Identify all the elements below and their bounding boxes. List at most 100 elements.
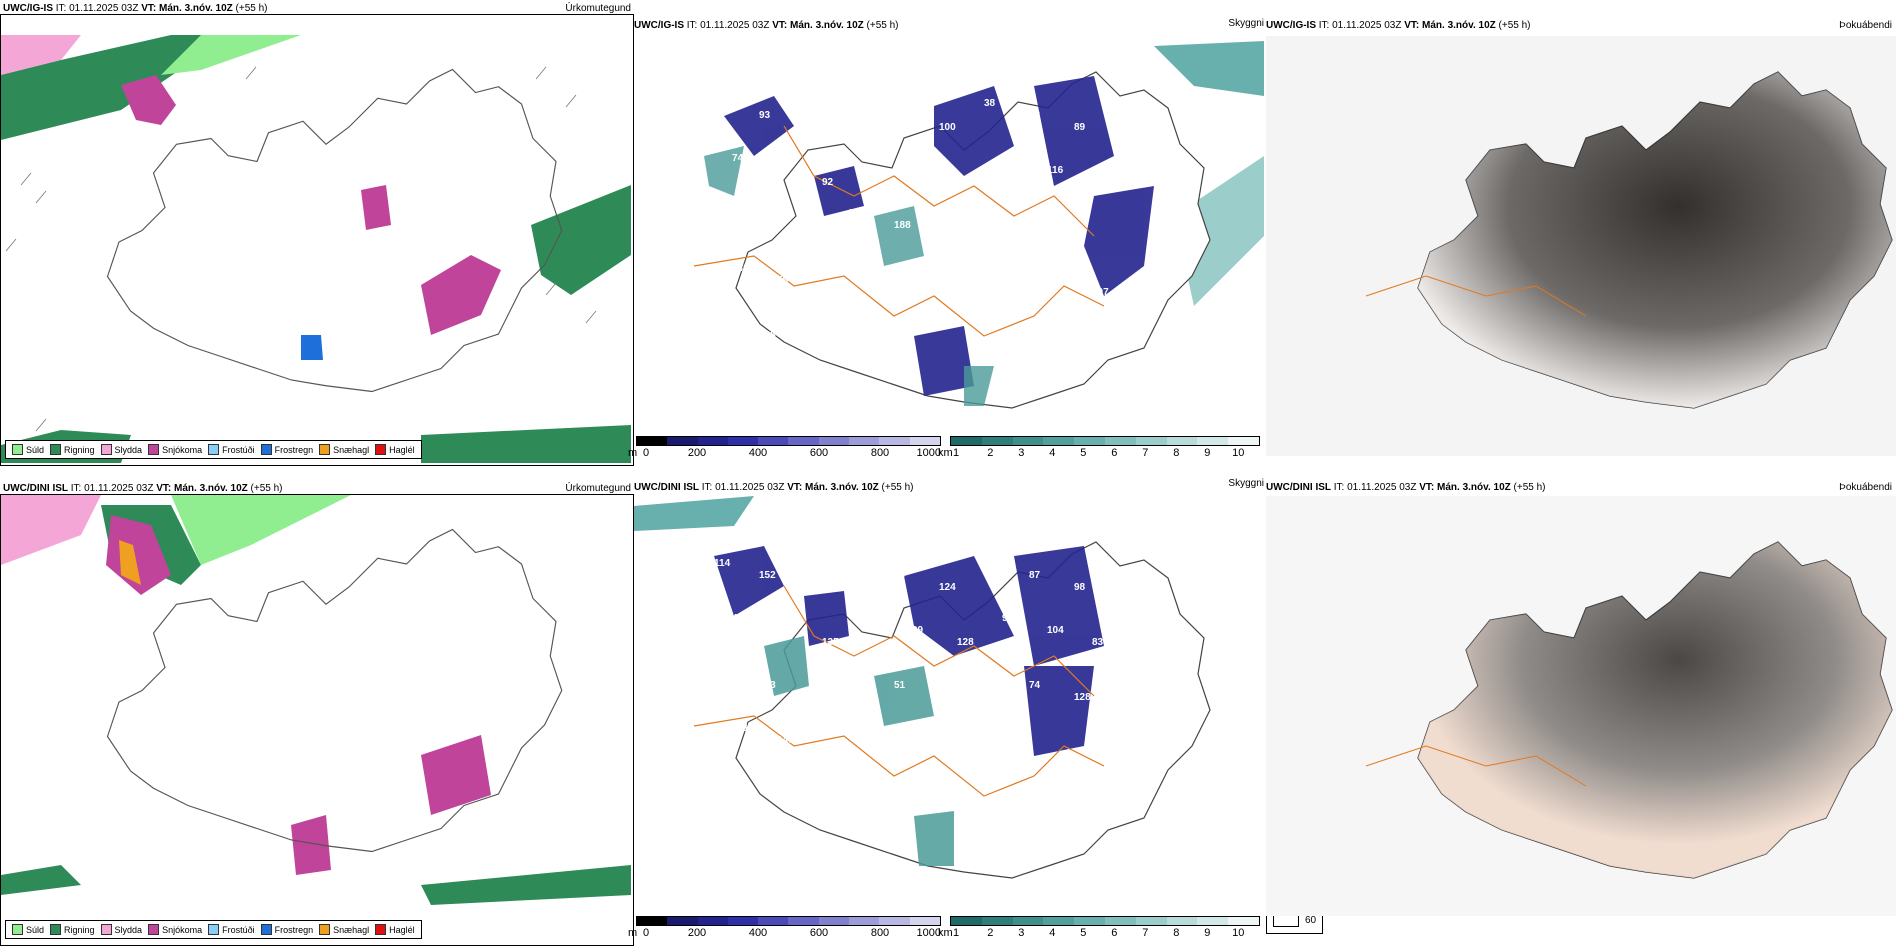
tick-label: 1 [952,927,960,939]
it-label: IT: [1318,20,1330,31]
visibility-value-label: 203 [759,680,776,691]
visibility-value-label: 104 [867,153,884,164]
legend-label: Slydda [114,924,143,935]
swatch [148,924,160,935]
swatch [148,444,160,455]
legend-label: Súld [26,924,45,935]
visibility-labels: 114 152 108 126 90 124 88 87 98 47 168 135 95 99 128 97… [714,558,1104,758]
fog-title: Þokuábendi [1839,482,1892,493]
model-name: UWC/DINI ISL [1266,482,1331,493]
visibility-value-label: 95 [867,613,879,624]
visibility-value-label: 140 [732,263,749,274]
height-colorbar-1: m 0 200 400 600 800 1000 [628,436,941,460]
swatch [50,924,62,935]
legend-item: Frostúði [208,444,255,455]
swatch [319,924,331,935]
visibility-value-label: 46 [867,263,879,274]
lead-time: (+55 h) [881,482,914,493]
visibility-value-label: 135 [822,637,839,648]
swatch [100,924,112,935]
legend-item: Snjókoma [148,924,202,935]
visibility-value-label: 105 [912,165,929,176]
visibility-map: 113 93 86 129 123 100 38 88 89 74 88 92 104 105 108 230… [634,36,1264,416]
visibility-value-label: 128 [957,637,974,648]
it-label: IT: [701,482,713,493]
visibility-value-label: 84 [1092,177,1104,188]
visibility-value-label: 88 [1029,110,1041,121]
height-unit: m [628,927,638,939]
fog-title: Þokuábendi [1839,20,1892,31]
row-1: UWC/IG-IS IT: 01.11.2025 03Z VT: Mán. 3.… [0,0,1900,470]
tick-label: 1 [952,447,960,459]
legend-item: Súld [12,924,44,935]
vt-value: Mán. 3.nóv. 10Z [790,20,864,31]
model-name: UWC/IG-IS [1266,20,1316,31]
model-name: UWC/IG-IS [634,20,684,31]
legend-item: Haglél [375,444,415,455]
visibility-value-label: 116 [1047,165,1064,176]
precip-panel-1: UWC/IG-IS IT: 01.11.2025 03Z VT: Mán. 3.… [0,3,634,466]
vt-label: VT: [156,483,172,494]
visibility-value-label: 90 [894,570,906,581]
swatch [260,444,272,455]
tick-label: 1000 [916,927,942,939]
visibility-labels: 113 93 86 129 123 100 38 88 89 74 88 92 104 105 108 230… [714,98,1109,353]
header-1: UWC/IG-IS IT: 01.11.2025 03Z VT: Mán. 3.… [3,3,268,14]
it-value: 01.11.2025 03Z [84,483,154,494]
legend-label: Frostregn [274,924,314,935]
visibility-colorbar-swatches [950,916,1260,926]
visibility-colorbar-1: km 1 2 3 4 5 6 7 8 9 10 [938,436,1260,460]
tick-label: 200 [687,447,707,459]
vt-label: VT: [1404,20,1420,31]
legend-label: Snjókoma [162,924,203,935]
visibility-colorbar-swatches [950,436,1260,446]
vt-value: Mán. 3.nóv. 10Z [1422,20,1496,31]
visibility-value-label: 55 [777,275,789,286]
visibility-value-label: 99 [912,625,924,636]
visibility-value-label: 33 [957,287,969,298]
it-label: IT: [1333,482,1345,493]
visibility-value-label: 303 [912,735,929,746]
visibility-value-label: 137 [894,330,911,341]
visibility-value-label: 126 [849,558,866,569]
lead-time: (+55 h) [235,3,268,14]
fog-legend-label: 60 [1305,914,1317,926]
visibility-value-label: 205 [759,220,776,231]
swatch [319,444,331,455]
tick-label: 2 [987,927,994,939]
legend-item: Haglél [375,924,415,935]
legend-label: Snæhagl [333,924,370,935]
visibility-value-label: 114 [714,558,731,569]
height-ticks: m 0 200 400 600 800 1000 [628,926,942,940]
legend-item: Rigning [50,924,95,935]
model-name: UWC/IG-IS [3,3,53,14]
height-colorbar-2: m 0 200 400 600 800 1000 [628,916,942,940]
visibility-value-label: 122 [849,668,866,679]
vt-label: VT: [1419,482,1435,493]
vt-value: Mán. 3.nóv. 10Z [159,3,233,14]
visibility-value-label: 168 [759,330,776,341]
lead-time: (+55 h) [250,483,283,494]
legend-label: Haglél [389,444,415,455]
swatch [208,924,220,935]
vt-label: VT: [772,20,788,31]
tick-label: 2 [987,447,994,459]
visibility-value-label: 188 [894,220,911,231]
visibility-value-label: 113 [714,98,731,109]
it-value: 01.11.2025 03Z [715,482,785,493]
tick-label: 9 [1204,927,1211,939]
visibility-value-label: 104 [1047,625,1064,636]
legend-item: Frostregn [260,924,314,935]
swatch [100,444,112,455]
visibility-unit: km [938,927,953,939]
it-value: 01.11.2025 03Z [1332,20,1402,31]
visibility-title: Skyggni [1228,18,1264,29]
tick-label: 4 [1049,447,1056,459]
tick-label: 0 [642,447,650,459]
header-1c: UWC/IG-IS IT: 01.11.2025 03Z VT: Mán. 3.… [1266,20,1531,31]
visibility-value-label: 88 [984,558,996,569]
visibility-value-label: 202 [849,318,866,329]
visibility-value-label: 101 [714,318,731,329]
visibility-unit: km [938,447,953,459]
it-value: 01.11.2025 03Z [700,20,770,31]
